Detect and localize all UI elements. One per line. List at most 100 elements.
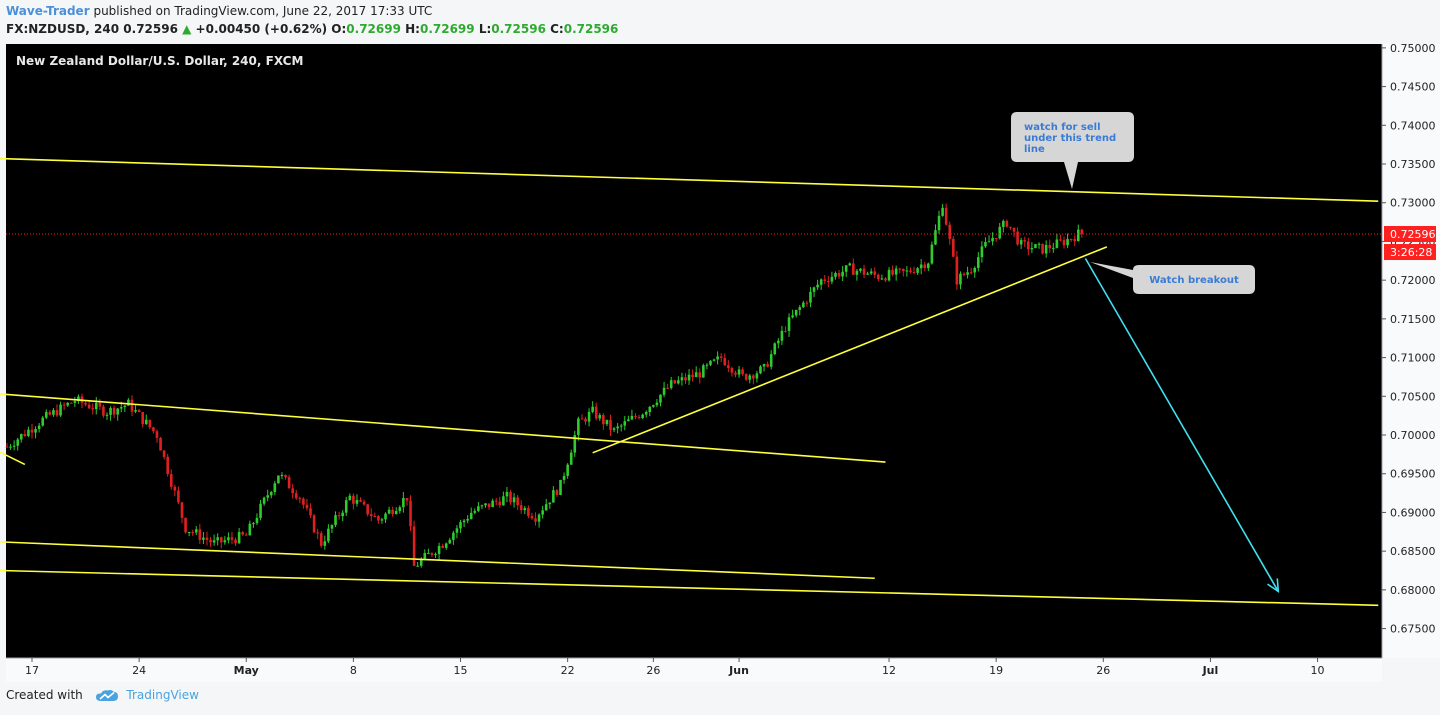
candle-body xyxy=(194,529,198,533)
candle-body xyxy=(416,565,419,567)
candle-body xyxy=(41,417,45,426)
candle-body xyxy=(37,425,41,430)
candle-body xyxy=(794,309,798,316)
sell-callout-box xyxy=(1011,112,1134,189)
candle-body xyxy=(727,365,730,369)
candle-body xyxy=(466,518,469,521)
candle-body xyxy=(962,273,966,275)
candle-body xyxy=(523,508,527,511)
candle-body xyxy=(873,271,877,275)
candle-body xyxy=(419,559,423,566)
low-value: 0.72596 xyxy=(491,22,546,36)
y-tick-label: 0.67500 xyxy=(1390,623,1436,636)
x-tick-label: 15 xyxy=(454,664,468,677)
candle-body xyxy=(244,534,248,536)
candle-body xyxy=(219,537,223,543)
candle-body xyxy=(1048,244,1052,249)
candle-body xyxy=(605,419,609,425)
candle-body xyxy=(930,244,934,264)
candle-body xyxy=(866,273,869,275)
candle-body xyxy=(52,410,55,415)
candle-body xyxy=(230,537,234,540)
candle-body xyxy=(34,429,37,433)
countdown-tag xyxy=(1384,244,1436,261)
candle-body xyxy=(752,375,755,379)
candle-body xyxy=(273,483,277,492)
candle-body xyxy=(348,495,352,501)
candle-body xyxy=(159,437,162,451)
candle-body xyxy=(62,404,66,406)
candle-body xyxy=(127,399,130,406)
candle-body xyxy=(19,434,23,440)
x-tick-label: 26 xyxy=(646,664,660,677)
candle-body xyxy=(77,396,80,402)
candle-body xyxy=(548,502,552,505)
candle-body xyxy=(1005,220,1009,227)
candle-body xyxy=(1012,227,1016,232)
candle-body xyxy=(905,270,909,272)
y-axis-panel xyxy=(1382,44,1440,658)
x-tick-label: 26 xyxy=(1096,664,1110,677)
x-tick-label: 8 xyxy=(350,664,357,677)
candle-body xyxy=(659,394,662,403)
candle-body xyxy=(334,515,337,526)
breakout-callout-text: Watch breakout xyxy=(1149,275,1239,286)
arrowhead-icon xyxy=(1267,578,1280,594)
candle-body xyxy=(155,431,159,438)
candle-body xyxy=(462,520,466,523)
candle-body xyxy=(852,263,855,275)
candle-body xyxy=(23,434,27,436)
candle-body xyxy=(948,224,952,239)
candle-body xyxy=(687,374,691,381)
candle-body xyxy=(452,532,455,540)
candle-body xyxy=(266,495,269,498)
x-tick-label: 19 xyxy=(989,664,1003,677)
candle-body xyxy=(280,474,284,476)
candle-body xyxy=(841,271,844,277)
up-arrow-icon: ▲ xyxy=(182,22,192,36)
candle-body xyxy=(652,405,655,407)
candle-body xyxy=(444,543,448,548)
candle-body xyxy=(677,380,680,384)
candle-body xyxy=(380,519,384,521)
candle-body xyxy=(1052,247,1055,249)
candle-body xyxy=(187,531,191,533)
candle-body xyxy=(455,528,459,533)
candle-body xyxy=(784,330,787,332)
candle-body xyxy=(398,507,402,512)
tradingview-link[interactable]: TradingView xyxy=(126,688,199,702)
candle-body xyxy=(1009,226,1012,228)
candle-body xyxy=(805,302,809,304)
candle-body xyxy=(809,291,812,303)
candle-body xyxy=(1062,240,1066,246)
candle-body xyxy=(291,488,294,494)
candle-body xyxy=(819,279,823,285)
candle-body xyxy=(241,532,244,535)
candle-body xyxy=(48,412,52,415)
candle-body xyxy=(891,269,894,275)
y-tick-label: 0.68000 xyxy=(1390,584,1436,597)
candle-body xyxy=(202,537,205,540)
candle-body xyxy=(477,506,480,511)
last-price: 0.72596 xyxy=(123,22,178,36)
high-value: 0.72699 xyxy=(419,22,475,36)
candle-body xyxy=(927,263,930,269)
author-link[interactable]: Wave-Trader xyxy=(6,4,90,18)
candle-body xyxy=(991,238,994,242)
candle-body xyxy=(709,360,712,365)
candle-body xyxy=(1019,240,1023,245)
candle-body xyxy=(830,276,834,282)
candle-body xyxy=(441,545,444,548)
candle-body xyxy=(355,500,359,504)
candle-body xyxy=(512,497,516,503)
candle-body xyxy=(1027,241,1030,250)
candle-body xyxy=(773,343,777,355)
candle-body xyxy=(812,287,816,292)
candle-body xyxy=(234,539,237,544)
candle-body xyxy=(437,545,441,555)
candle-body xyxy=(980,246,984,258)
candle-body xyxy=(473,510,477,513)
candle-body xyxy=(730,368,734,373)
candle-body xyxy=(377,516,380,521)
